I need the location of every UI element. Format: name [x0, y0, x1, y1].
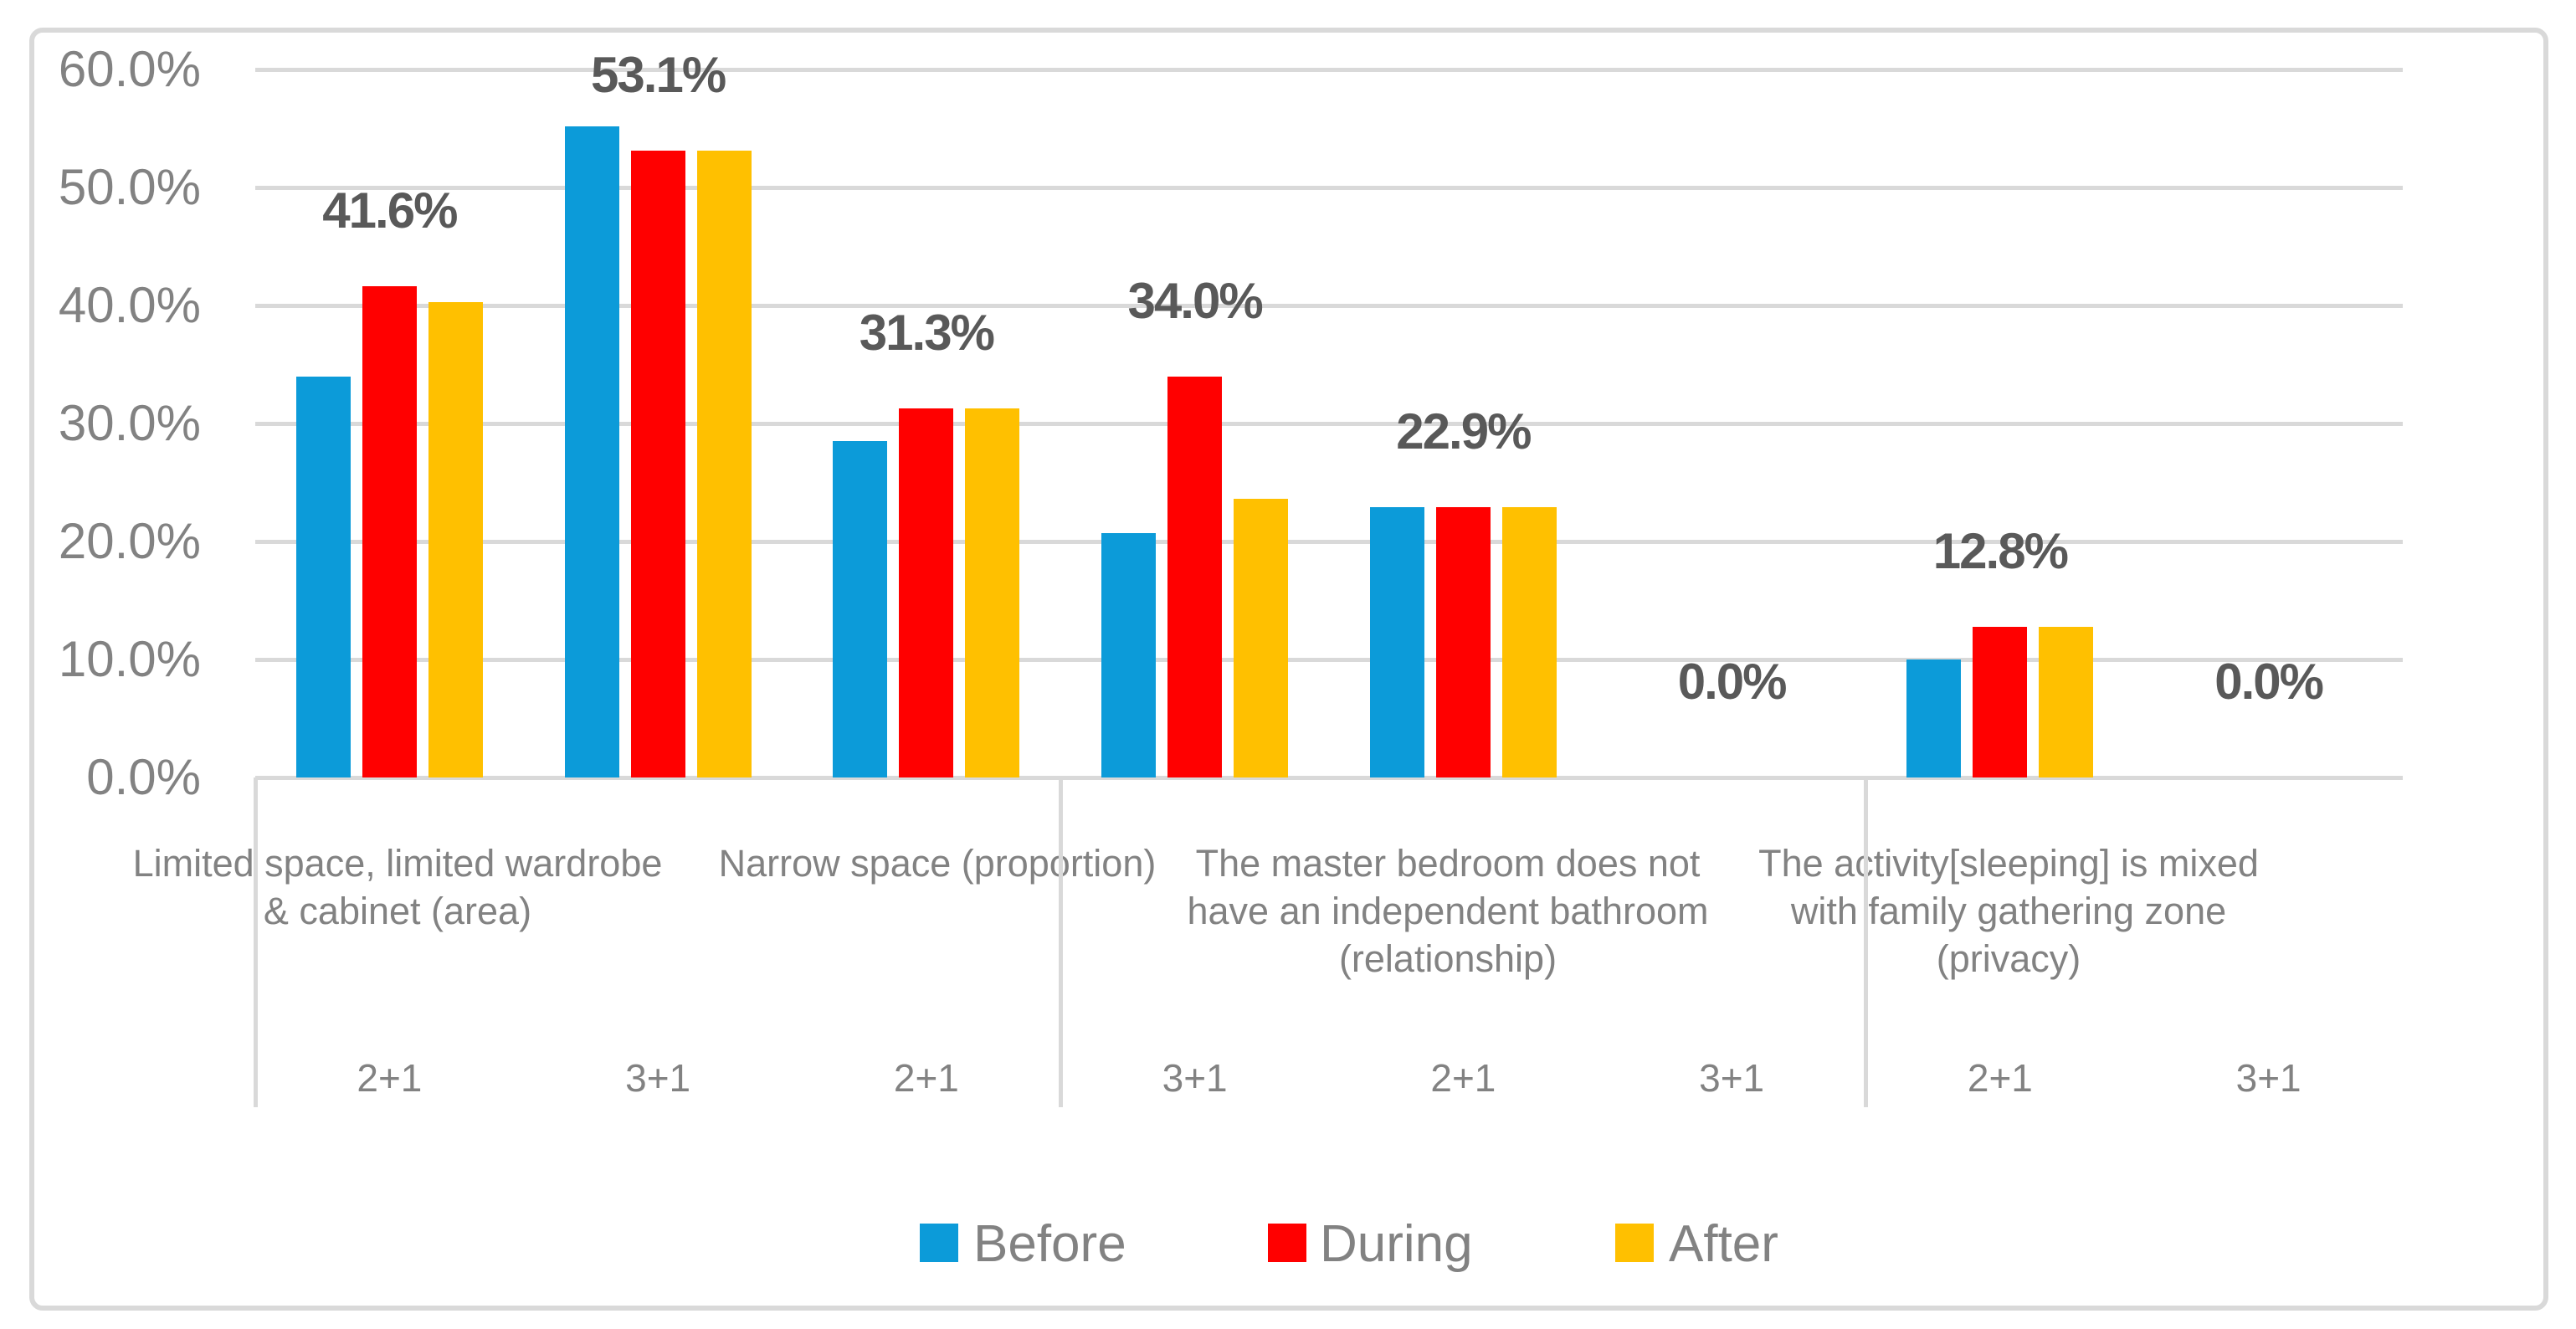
bar-during-slot5 [1435, 507, 1491, 777]
bar-before-slot7 [1906, 659, 1962, 777]
category-label: The master bedroom does not have an indep… [1071, 839, 1824, 983]
legend-swatch-before [920, 1224, 958, 1262]
category-label: Narrow space (proportion) [561, 839, 1314, 887]
legend-swatch-after [1615, 1224, 1654, 1262]
gridline-40.0% [255, 304, 2403, 308]
category-divider [1058, 777, 1063, 1107]
bar-before-slot1 [295, 376, 351, 777]
bar-before-slot3 [833, 441, 888, 777]
x-sublabel: 2+1 [1430, 1056, 1496, 1100]
gridline-60.0% [255, 68, 2403, 72]
category-label-line: (privacy) [1936, 937, 2081, 980]
data-label: 0.0% [2214, 654, 2324, 710]
gridline-0.0% [255, 776, 2403, 780]
bar-during-slot7 [1973, 626, 2028, 777]
bar-after-slot3 [965, 408, 1020, 777]
legend-label-after: After [1669, 1215, 1778, 1273]
bar-before-slot2 [564, 126, 619, 777]
data-label: 41.6% [322, 182, 458, 239]
bar-after-slot7 [2039, 626, 2094, 777]
bar-after-slot1 [428, 301, 483, 777]
category-label-line: Narrow space (proportion) [718, 842, 1157, 885]
bar-during-slot2 [630, 151, 685, 777]
x-sublabel: 3+1 [625, 1056, 691, 1100]
data-label: 22.9% [1396, 403, 1532, 460]
category-divider [1864, 777, 1868, 1107]
legend-swatch-during [1268, 1224, 1306, 1262]
category-label-line: with family gathering zone [1790, 890, 2227, 932]
category-label: Limited space, limited wardrobe & cabinet… [21, 839, 774, 935]
data-label: 34.0% [1127, 272, 1264, 329]
bar-after-slot5 [1501, 507, 1557, 777]
y-axis-tick: 10.0% [58, 631, 201, 687]
x-sublabel: 3+1 [2235, 1056, 2301, 1100]
data-label: 31.3% [859, 304, 995, 361]
data-label: 12.8% [1932, 522, 2069, 579]
category-divider [253, 777, 258, 1107]
x-sublabel: 2+1 [357, 1056, 423, 1100]
y-axis-tick: 30.0% [58, 395, 201, 451]
category-label-line: Limited space, limited wardrobe [132, 842, 663, 885]
x-sublabel: 3+1 [1162, 1056, 1228, 1100]
x-sublabel: 2+1 [893, 1056, 959, 1100]
gridline-50.0% [255, 186, 2403, 190]
bar-after-slot4 [1234, 499, 1289, 777]
y-axis-tick: 40.0% [58, 277, 201, 333]
bar-after-slot2 [696, 151, 752, 777]
category-label-line: The activity[sleeping] is mixed [1758, 842, 2259, 885]
category-label-line: The master bedroom does not [1195, 842, 1701, 885]
bar-before-slot5 [1369, 507, 1424, 777]
y-axis-tick: 60.0% [58, 41, 201, 97]
bar-during-slot4 [1167, 376, 1223, 777]
category-label-line: & cabinet (area) [263, 890, 532, 932]
x-sublabel: 2+1 [1967, 1056, 2033, 1100]
bar-during-slot1 [362, 286, 417, 777]
bar-before-slot4 [1101, 533, 1157, 777]
x-sublabel: 3+1 [1699, 1056, 1765, 1100]
gridline-20.0% [255, 540, 2403, 544]
data-label: 0.0% [1677, 654, 1788, 710]
category-label-line: (relationship) [1338, 937, 1557, 980]
chart-border [29, 28, 2548, 1311]
gridline-10.0% [255, 658, 2403, 662]
category-label: The activity[sleeping] is mixed with fami… [1632, 839, 2385, 983]
y-axis-tick: 50.0% [58, 159, 201, 215]
legend-label-before: Before [973, 1215, 1126, 1273]
legend-label-during: During [1320, 1215, 1473, 1273]
category-label-line: have an independent bathroom [1187, 890, 1709, 932]
bar-during-slot3 [899, 408, 954, 777]
y-axis-tick: 0.0% [86, 749, 201, 805]
y-axis-tick: 20.0% [58, 513, 201, 569]
data-label: 53.1% [591, 47, 726, 104]
gridline-30.0% [255, 422, 2403, 426]
